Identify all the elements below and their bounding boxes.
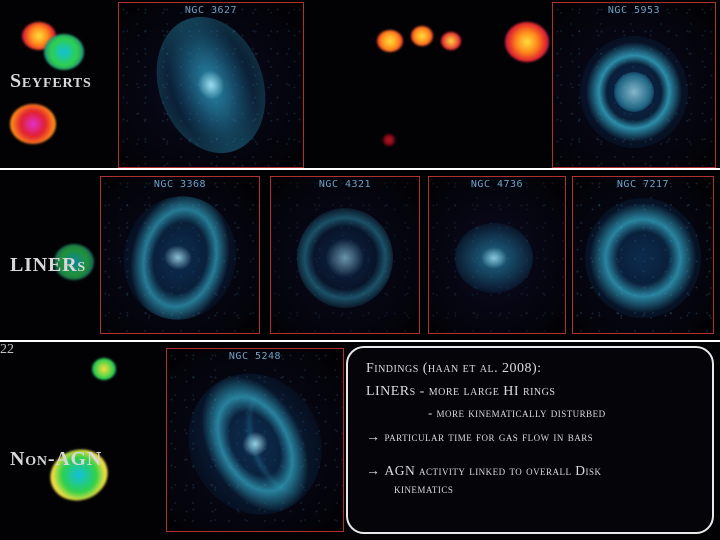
detail-nonagn-a: NGC 5248 <box>166 348 344 532</box>
panel-title: NGC 5953 <box>608 5 660 16</box>
arrow-icon: → <box>366 428 380 444</box>
panel-title: NGC 4321 <box>319 179 371 190</box>
panel-title: NGC 7217 <box>617 179 669 190</box>
findings-arrow1: → particular time for gas flow in bars <box>366 427 698 446</box>
detail-liners-a: NGC 3368 <box>100 176 260 334</box>
findings-arrow2b: kinematics <box>366 480 698 498</box>
findings-arrow2-text: AGN activity linked to overall Disk <box>384 463 601 478</box>
detail-liners-c: NGC 4736 <box>428 176 566 334</box>
findings-box: Findings (haan et al. 2008): LINERs - mo… <box>346 346 714 534</box>
nonagn-label: Non-AGN <box>10 448 102 471</box>
findings-line1-sub: - more kinematically disturbed <box>366 404 698 422</box>
findings-arrow1-text: particular time for gas flow in bars <box>384 429 593 444</box>
seyferts-label: Seyferts <box>10 70 92 93</box>
panel-title: NGC 5248 <box>229 351 281 362</box>
arrow-icon: → <box>366 462 380 478</box>
findings-line1: LINERs - more large HI rings <box>366 383 698 402</box>
panel-title: NGC 3368 <box>154 179 206 190</box>
panel-title: NGC 3627 <box>185 5 237 16</box>
thumb <box>363 4 477 164</box>
detail-liners-d: NGC 7217 <box>572 176 714 334</box>
findings-arrow2: → AGN activity linked to overall Disk <box>366 461 698 480</box>
findings-heading: Findings (haan et al. 2008): <box>366 360 698 379</box>
seyferts-section: NGC 3627 NGC 5953 Seyferts <box>0 0 720 170</box>
liners-label: LINERs <box>10 254 86 277</box>
liners-section: NGC 3368 NGC 4321 NGC 4736 NGC 7217 LINE… <box>0 170 720 342</box>
detail-seyferts-b: NGC 5953 <box>552 2 716 168</box>
detail-seyferts-a: NGC 3627 <box>118 2 304 168</box>
detail-liners-b: NGC 4321 <box>270 176 420 334</box>
panel-title: NGC 4736 <box>471 179 523 190</box>
